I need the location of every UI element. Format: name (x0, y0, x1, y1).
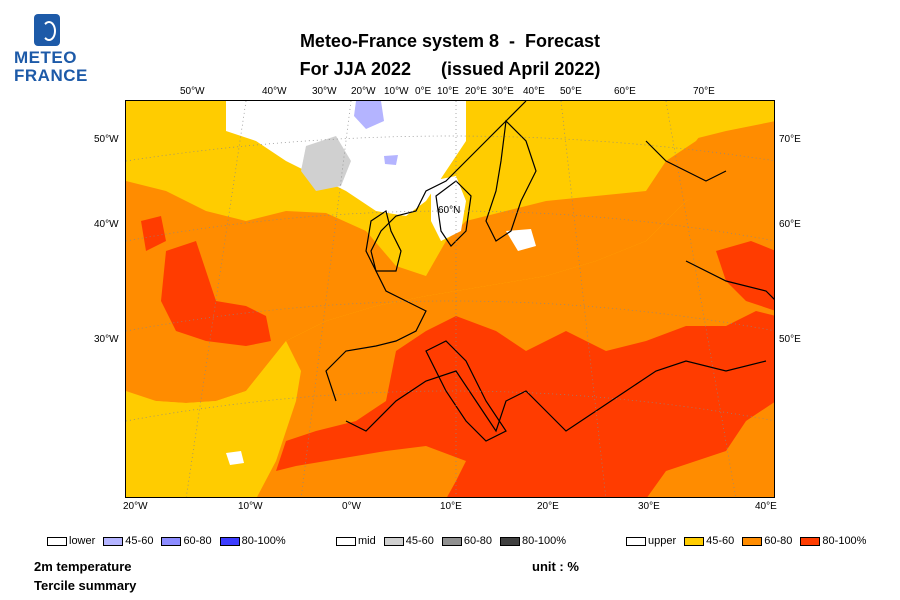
legend-label: upper (648, 535, 677, 547)
legend-item: lower (47, 535, 95, 547)
region-upper-45-60-atlantic (126, 341, 301, 497)
logo-line-1: METEO (14, 48, 77, 67)
region-upper-80-100-atlantic (161, 241, 271, 346)
legend-label: mid (358, 535, 376, 547)
legend-label: lower (69, 535, 96, 547)
legend-item: 60-80 (441, 535, 493, 547)
top-lon-label: 10°W (384, 86, 409, 97)
bottom-lon-label: 40°E (755, 501, 777, 512)
legend-label: 60-80 (764, 535, 793, 547)
unit-label: unit : % (532, 559, 579, 574)
legend-label: 60-80 (183, 535, 212, 547)
legend-item: mid (336, 535, 376, 547)
top-lon-label: 30°W (312, 86, 337, 97)
legend-item: 45-60 (103, 535, 153, 547)
legend-label: 45-60 (706, 535, 735, 547)
title-line-2: For JJA 2022 (issued April 2022) (299, 59, 601, 79)
top-lon-label: 20°W (351, 86, 376, 97)
region-no-signal-small (506, 229, 536, 251)
bottom-lon-label: 20°W (123, 501, 148, 512)
legend-label: 80-100% (522, 535, 567, 547)
legend-item: 60-80 (742, 535, 792, 547)
legend-label: 60-80 (463, 535, 493, 547)
bottom-lon-label: 30°E (638, 501, 660, 512)
legend-swatch (626, 536, 646, 546)
legend-item: 80-100% (500, 535, 566, 547)
top-lon-label: 0°E (415, 86, 432, 97)
top-lon-label: 50°E (560, 86, 582, 97)
top-lon-label: 40°E (523, 86, 545, 97)
top-lon-label: 30°E (492, 86, 514, 97)
region-upper-80-100-mediterranean (276, 311, 774, 497)
legend-item: 80-100% (219, 535, 286, 547)
top-lon-label: 60°E (614, 86, 636, 97)
legend-label: 45-60 (125, 535, 154, 547)
latitude-label-60n: 60°N (438, 205, 460, 216)
left-lon-label: 30°W (94, 334, 119, 345)
region-lower-45-60 (354, 101, 384, 129)
region-upper-80-100-atlantic-west (141, 216, 166, 251)
forecast-map-svg: 60°N (126, 101, 774, 497)
region-no-signal-atlantic (226, 451, 244, 465)
top-lon-label: 70°E (693, 86, 715, 97)
logo-line-2: FRANCE (14, 66, 88, 85)
legend-lower: lower 45-60 60-80 80-100% (47, 534, 294, 548)
region-lower-45-60-small (384, 155, 398, 165)
region-upper-60-80-north (126, 101, 774, 403)
bottom-lon-label: 10°E (440, 501, 462, 512)
legend-upper: upper 45-60 60-80 80-100% (626, 534, 874, 548)
right-lon-label: 60°E (779, 219, 801, 230)
bottom-lon-label: 10°W (238, 501, 263, 512)
top-lon-label: 10°E (437, 86, 459, 97)
legend-mid: mid 45-60 60-80 80-100% (336, 534, 574, 548)
right-lon-label: 70°E (779, 134, 801, 145)
region-upper-80-100-east (716, 241, 774, 311)
legend-swatch (742, 536, 763, 546)
coastlines (325, 101, 774, 442)
legend-swatch (383, 536, 404, 546)
graticule (126, 101, 774, 497)
legend-label: 80-100% (822, 535, 867, 547)
right-lon-label: 50°E (779, 334, 801, 345)
bottom-lon-label: 0°W (342, 501, 361, 512)
bottom-lon-label: 20°E (537, 501, 559, 512)
variable-name: 2m temperature (34, 559, 132, 574)
legend-swatch (336, 536, 356, 546)
summary-label: Tercile summary (34, 578, 137, 593)
left-lon-label: 40°W (94, 219, 119, 230)
legend-label: 45-60 (405, 535, 434, 547)
legend-item: upper (626, 535, 676, 547)
left-lon-label: 50°W (94, 134, 119, 145)
legend-item: 45-60 (684, 535, 734, 547)
legend-swatch (684, 536, 705, 546)
legend-swatch (219, 536, 240, 546)
legend-item: 60-80 (161, 535, 212, 547)
top-lon-label: 50°W (180, 86, 205, 97)
legend-swatch (500, 536, 521, 546)
top-lon-label: 20°E (465, 86, 487, 97)
legend-label: 80-100% (241, 535, 286, 547)
legend-swatch (103, 536, 124, 546)
legend-item: 80-100% (800, 535, 866, 547)
region-mid-45-60 (301, 136, 351, 191)
forecast-map: 60°N (125, 100, 775, 498)
meteo-france-logo: METEO FRANCE (14, 14, 88, 86)
meteo-france-emblem-icon (34, 14, 60, 46)
title-line-1: Meteo-France system 8 - Forecast (299, 31, 601, 51)
legend-swatch (800, 536, 821, 546)
legend-swatch (441, 536, 462, 546)
top-lon-label: 40°W (262, 86, 287, 97)
legend-swatch (161, 536, 182, 546)
legend-item: 45-60 (383, 535, 434, 547)
legend-swatch (47, 536, 67, 546)
